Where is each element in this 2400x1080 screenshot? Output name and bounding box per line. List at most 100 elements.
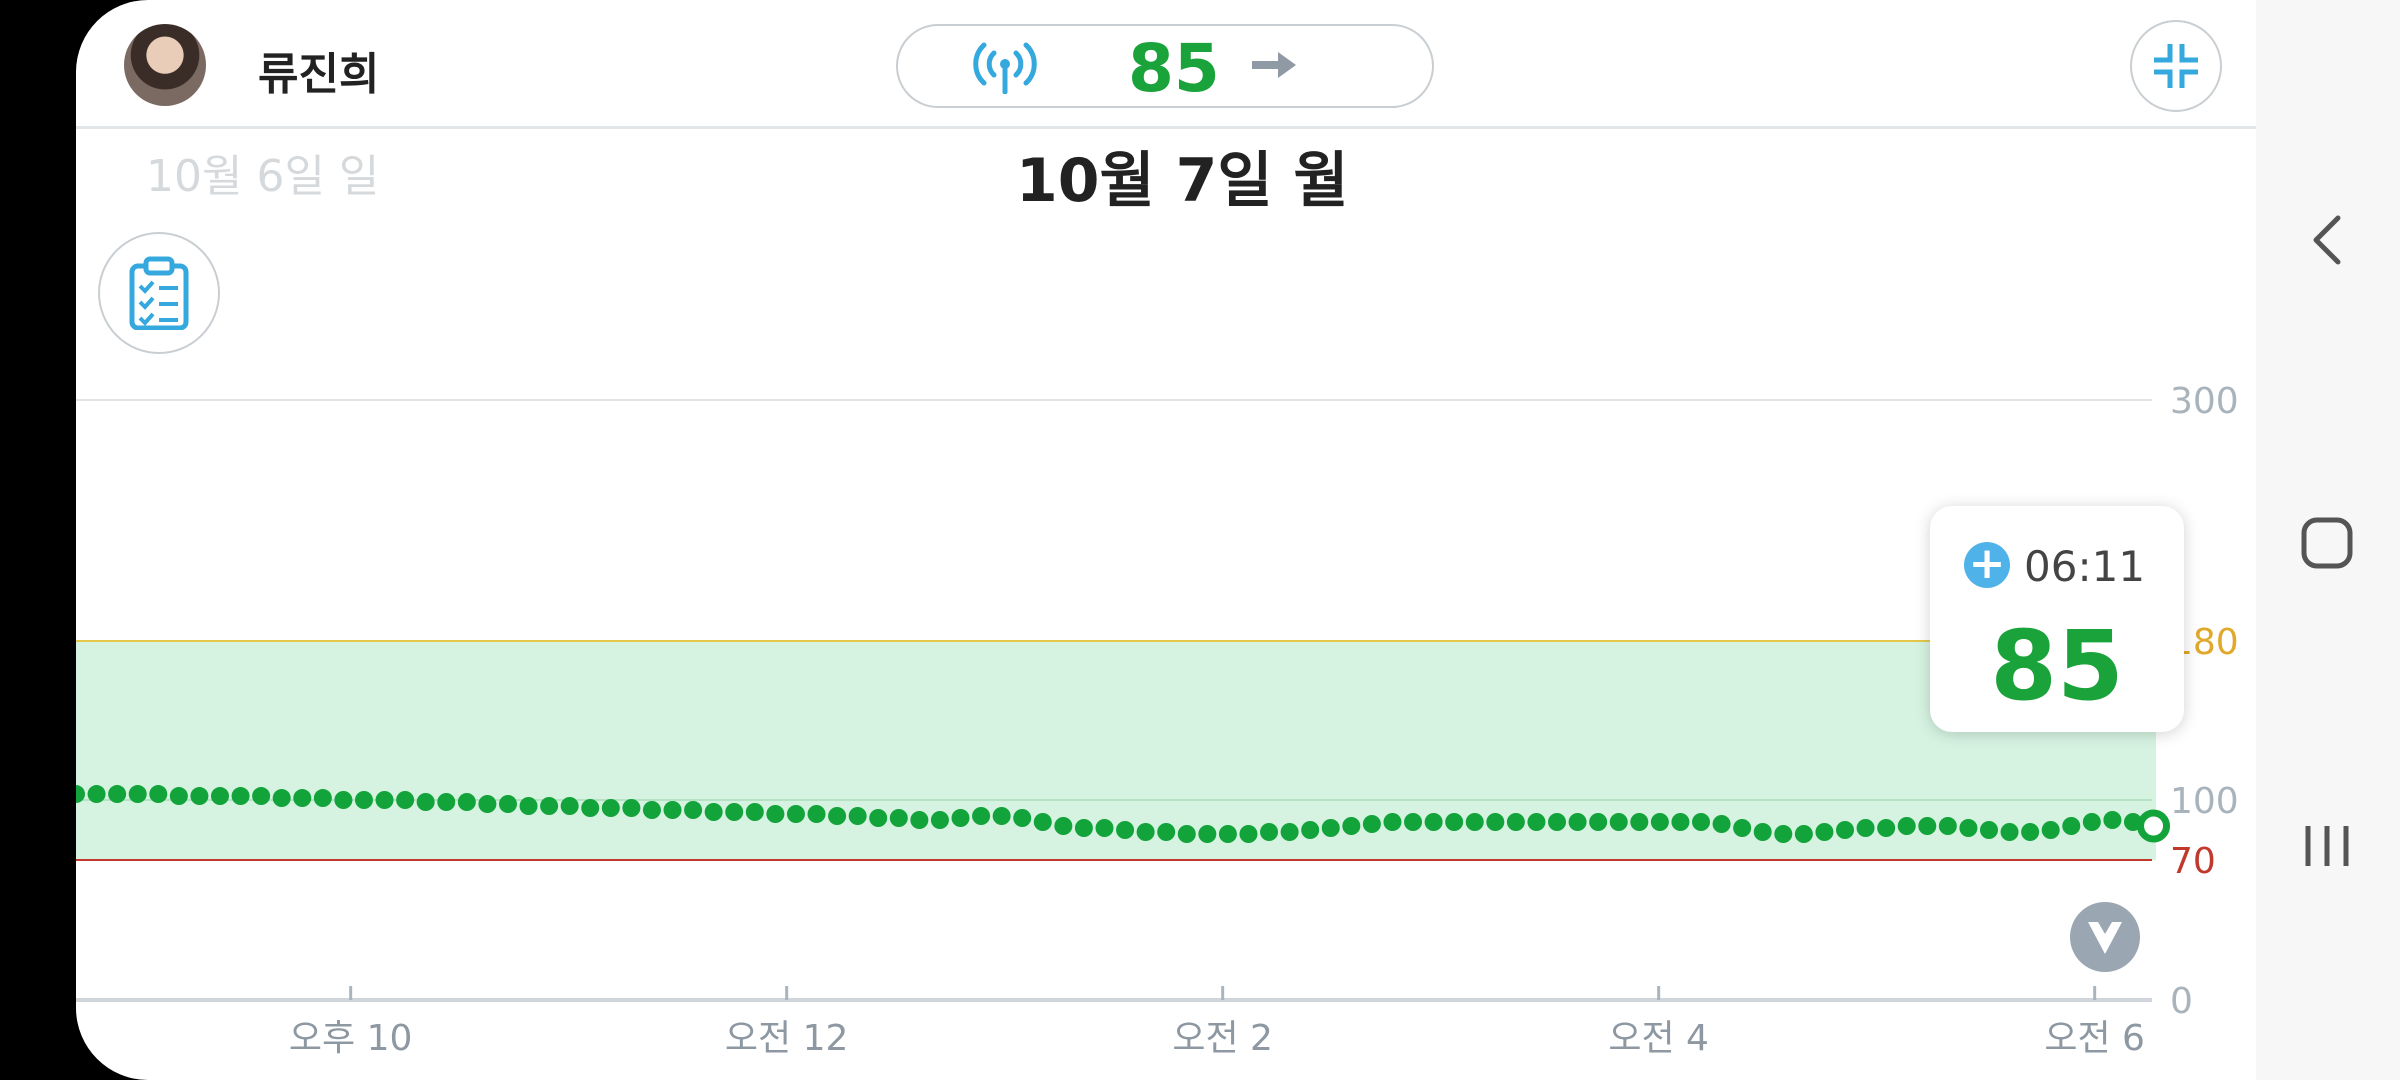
data-point xyxy=(1321,819,1340,837)
data-point xyxy=(2021,823,2040,841)
data-point xyxy=(1609,813,1628,831)
data-point xyxy=(930,811,949,829)
collapse-button[interactable] xyxy=(2130,20,2222,112)
data-point xyxy=(1424,813,1443,831)
data-point xyxy=(1568,813,1587,831)
data-point xyxy=(2000,823,2019,841)
data-point xyxy=(1136,823,1155,841)
data-point xyxy=(1033,813,1052,831)
data-point xyxy=(972,807,991,825)
data-point xyxy=(1918,817,1937,835)
data-point xyxy=(560,797,579,815)
data-point xyxy=(1404,813,1423,831)
data-point xyxy=(601,799,620,817)
data-point xyxy=(1198,825,1217,843)
clipboard-checklist-icon xyxy=(129,256,189,330)
data-point xyxy=(1013,809,1032,827)
data-point xyxy=(684,801,703,819)
data-point xyxy=(1239,825,1258,843)
data-point xyxy=(1794,825,1813,843)
data-point xyxy=(149,785,168,804)
current-glucose-pill[interactable]: 85 xyxy=(896,24,1434,108)
notes-button[interactable] xyxy=(98,232,220,354)
data-point xyxy=(396,791,415,809)
data-point xyxy=(766,805,785,823)
data-point xyxy=(128,785,147,804)
data-point xyxy=(540,797,559,815)
data-point xyxy=(1897,817,1916,835)
data-point xyxy=(910,811,929,829)
data-point xyxy=(1177,825,1196,843)
collapse-icon xyxy=(2154,44,2198,88)
current-date-label: 10월 7일 월 xyxy=(1016,146,1349,216)
data-point xyxy=(2082,813,2101,831)
y-tick-label-0: 0 xyxy=(2170,981,2193,1022)
data-point xyxy=(416,793,435,811)
current-glucose-value: 85 xyxy=(1128,30,1220,107)
data-point xyxy=(1877,819,1896,837)
data-point xyxy=(1938,817,1957,835)
data-point xyxy=(1856,819,1875,837)
add-icon[interactable]: + xyxy=(1964,542,2010,588)
data-point xyxy=(210,787,229,806)
data-point xyxy=(1815,823,1834,841)
previous-date-label[interactable]: 10월 6일 일 xyxy=(146,151,380,202)
tooltip-value: 85 xyxy=(1990,610,2124,722)
data-point xyxy=(1054,817,1073,835)
data-point xyxy=(1733,819,1752,837)
data-point xyxy=(1301,821,1320,839)
data-point xyxy=(1362,815,1381,833)
data-point xyxy=(1548,813,1567,831)
x-tick-label: 오후 10 xyxy=(289,1018,413,1059)
data-point xyxy=(252,787,271,806)
data-point xyxy=(1671,813,1690,831)
data-point xyxy=(1835,821,1854,839)
data-point xyxy=(313,789,332,808)
data-point xyxy=(1753,823,1772,841)
data-point xyxy=(807,805,826,823)
data-point xyxy=(334,791,353,809)
data-point xyxy=(1979,821,1998,839)
data-point xyxy=(786,805,805,823)
data-point xyxy=(642,801,661,819)
data-point xyxy=(1445,813,1464,831)
latest-data-point xyxy=(2137,809,2171,843)
data-point xyxy=(1650,813,1669,831)
trend-arrow-right-icon xyxy=(1250,48,1298,86)
data-point xyxy=(272,789,291,808)
data-point xyxy=(1157,823,1176,841)
data-point xyxy=(1218,825,1237,843)
avatar[interactable] xyxy=(124,24,206,106)
data-point xyxy=(375,791,394,809)
data-point xyxy=(1589,813,1608,831)
data-point xyxy=(992,807,1011,825)
data-point xyxy=(293,789,312,808)
x-tick-label: 오전 4 xyxy=(1608,1018,1709,1059)
data-point xyxy=(231,787,250,806)
data-point xyxy=(519,797,538,815)
target-range-band xyxy=(76,641,2156,860)
data-point xyxy=(1383,813,1402,831)
data-point xyxy=(190,787,209,806)
jump-to-latest-button[interactable] xyxy=(2070,902,2140,972)
data-point xyxy=(1712,815,1731,833)
data-point xyxy=(457,793,476,811)
signal-icon xyxy=(970,40,1040,98)
data-point xyxy=(2041,821,2060,839)
data-point xyxy=(869,809,888,827)
data-point xyxy=(1692,813,1711,831)
home-icon[interactable] xyxy=(2256,513,2400,573)
y-tick-label-70: 70 xyxy=(2170,841,2216,882)
system-nav-bar xyxy=(2256,0,2400,1080)
tooltip-time: 06:11 xyxy=(2024,542,2146,591)
arrow-down-icon xyxy=(2088,922,2122,954)
header-bar: 류진희 85 xyxy=(76,0,2256,129)
data-point xyxy=(1630,813,1649,831)
recent-apps-icon[interactable] xyxy=(2256,816,2400,876)
data-point xyxy=(1465,813,1484,831)
data-point xyxy=(2062,817,2081,835)
data-point xyxy=(1074,819,1093,837)
back-icon[interactable] xyxy=(2256,210,2400,270)
data-point xyxy=(87,785,106,804)
